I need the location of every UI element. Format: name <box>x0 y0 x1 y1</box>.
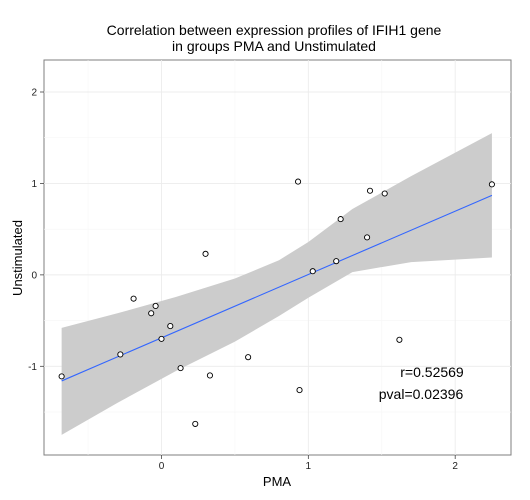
chart-title-line-1: Correlation between expression profiles … <box>107 22 442 38</box>
data-point <box>58 373 65 380</box>
y-axis-ticks: -1 0 1 2 <box>28 88 44 373</box>
data-point <box>202 250 209 257</box>
pvalue-annotation: pval=0.02396 <box>379 386 464 402</box>
data-point <box>366 187 374 194</box>
data-point <box>295 178 302 185</box>
y-tick-label: 0 <box>31 270 37 281</box>
y-tick-label: 1 <box>31 179 37 190</box>
y-tick-label: -1 <box>28 362 37 373</box>
data-point <box>152 302 159 310</box>
data-point <box>245 354 252 361</box>
data-point <box>117 351 124 358</box>
x-axis-ticks: 0 1 2 <box>159 455 458 472</box>
fit-line-group <box>61 194 493 382</box>
regression-line <box>61 194 493 382</box>
data-point <box>296 387 303 394</box>
data-points <box>58 178 495 427</box>
x-tick-label: 0 <box>159 461 165 472</box>
confidence-band-area <box>61 133 492 435</box>
confidence-band <box>61 133 492 435</box>
y-tick-label: 2 <box>31 88 37 99</box>
data-point <box>309 268 316 275</box>
x-tick-label: 1 <box>306 461 312 472</box>
data-point <box>364 234 371 241</box>
panel-border <box>43 59 512 456</box>
x-axis-title: PMA <box>263 474 292 489</box>
data-point <box>192 420 199 427</box>
data-point <box>148 310 155 317</box>
data-point <box>337 216 344 223</box>
data-point <box>396 336 403 343</box>
data-point <box>206 372 213 379</box>
data-point <box>177 365 184 372</box>
plot-area: 0 1 2 -1 0 1 2 <box>28 59 512 472</box>
y-axis-title: Unstimulated <box>10 220 25 296</box>
chart-title-line-2: in groups PMA and Unstimulated <box>172 38 376 54</box>
data-point <box>381 190 388 197</box>
data-point <box>130 295 137 302</box>
data-point <box>158 335 165 342</box>
x-tick-label: 2 <box>452 461 458 472</box>
data-point <box>488 181 495 188</box>
correlation-annotation: r=0.52569 <box>400 364 464 380</box>
data-point <box>167 323 174 330</box>
data-point <box>333 258 340 265</box>
